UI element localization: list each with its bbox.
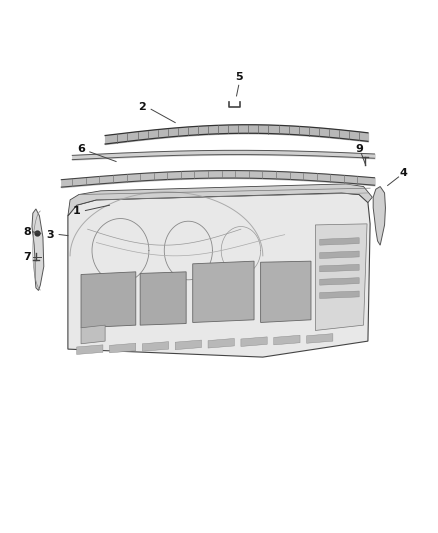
Text: 9: 9 [355,144,363,154]
Polygon shape [307,334,333,343]
Polygon shape [142,342,169,351]
Polygon shape [77,345,103,354]
Polygon shape [241,337,267,346]
Text: 5: 5 [235,72,243,82]
Polygon shape [261,261,311,322]
Polygon shape [32,209,44,290]
Text: 2: 2 [138,102,146,111]
Polygon shape [140,272,186,325]
Polygon shape [193,261,254,322]
Text: 6: 6 [77,144,85,154]
Polygon shape [68,184,372,216]
Polygon shape [110,343,136,353]
Polygon shape [68,193,370,357]
Text: 7: 7 [24,252,32,262]
Polygon shape [208,338,234,348]
Polygon shape [81,325,105,344]
Polygon shape [320,278,359,285]
Polygon shape [320,291,359,298]
Text: 3: 3 [46,230,54,239]
Polygon shape [274,335,300,345]
Polygon shape [320,251,359,259]
Polygon shape [320,264,359,272]
Polygon shape [315,224,367,330]
Polygon shape [81,272,136,328]
Polygon shape [373,187,385,245]
Polygon shape [175,340,201,350]
Polygon shape [320,238,359,245]
Text: 1: 1 [73,206,81,215]
Text: 8: 8 [24,227,32,237]
Text: 4: 4 [399,168,407,178]
